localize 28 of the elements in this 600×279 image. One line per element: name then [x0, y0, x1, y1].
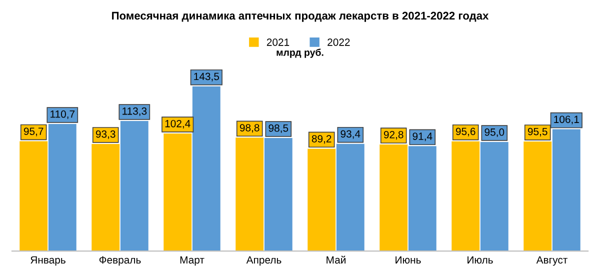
- x-tick-label: Август: [536, 256, 568, 266]
- x-tick-label: Март: [180, 256, 204, 266]
- data-label: 93,4: [340, 130, 360, 139]
- legend-label: 2022: [328, 38, 350, 46]
- data-label: 93,3: [96, 130, 116, 139]
- data-label: 95,0: [484, 128, 504, 138]
- data-label: 95,7: [24, 128, 44, 136]
- data-label: 95,5: [528, 128, 548, 136]
- data-label: 113,3: [122, 107, 147, 116]
- data-label: 102,4: [165, 120, 190, 129]
- x-tick-label: Июнь: [396, 256, 421, 264]
- data-label: 143,5: [194, 72, 219, 82]
- data-label: 95,6: [456, 128, 476, 136]
- chart-title: Помесячная динамика аптечных продаж лекарств в 2021-2022 годах: [112, 12, 489, 22]
- chart-subtitle: млрд руб.: [276, 48, 324, 58]
- x-tick-label: Май: [326, 256, 346, 264]
- x-tick-label: Июль: [468, 256, 493, 264]
- x-tick-label: Январь: [30, 256, 66, 266]
- data-label: 89,2: [312, 135, 332, 144]
- data-label: 98,8: [240, 124, 260, 133]
- data-label: 98,5: [268, 124, 288, 134]
- legend-label: 2021: [266, 38, 290, 46]
- data-label: 106,1: [554, 116, 579, 124]
- data-label: 91,4: [412, 132, 432, 142]
- data-label: 110,7: [50, 110, 75, 120]
- x-tick-label: Февраль: [99, 256, 141, 266]
- data-label: 92,8: [384, 130, 404, 140]
- x-tick-label: Апрель: [246, 256, 282, 266]
